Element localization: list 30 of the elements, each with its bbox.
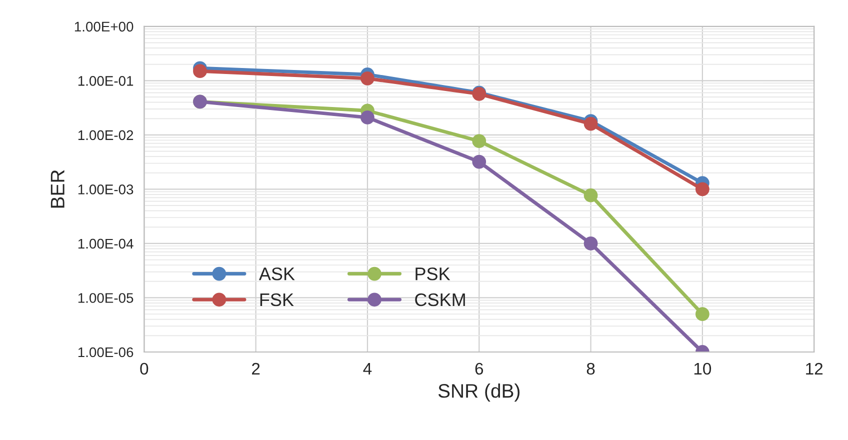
point xyxy=(193,64,207,78)
point xyxy=(360,71,374,86)
legend-label: ASK xyxy=(258,267,295,280)
legend-label: FSK xyxy=(260,293,294,306)
y-tick-label: 1.00E+00 xyxy=(74,22,134,32)
x-axis-title: SNR (dB) xyxy=(438,384,520,402)
y-tick-label: 1.00E-05 xyxy=(78,293,134,303)
y-tick-label: 1.00E-02 xyxy=(78,130,134,140)
point xyxy=(360,110,374,124)
y-axis-title: BER xyxy=(50,170,64,208)
point xyxy=(584,116,598,131)
x-tick-label: 12 xyxy=(806,362,823,374)
x-tick-label: 8 xyxy=(586,362,595,375)
point xyxy=(472,134,486,148)
point xyxy=(472,154,486,169)
x-tick-label: 10 xyxy=(694,362,712,375)
point xyxy=(695,307,710,322)
y-tick-label: 1.00E-06 xyxy=(78,347,134,358)
point xyxy=(584,188,598,202)
y-tick-label: 1.00E-03 xyxy=(78,184,134,194)
y-tick-label: 1.00E-01 xyxy=(78,76,134,86)
legend-label: CSKM xyxy=(415,293,465,306)
point xyxy=(584,236,598,250)
x-tick-label: 4 xyxy=(363,363,372,374)
legend-label: PSK xyxy=(416,267,450,280)
y-tick-label: 1.00E-04 xyxy=(78,238,134,249)
x-tick-label: 2 xyxy=(252,362,260,374)
x-tick-label: 6 xyxy=(475,362,484,375)
point xyxy=(695,182,710,196)
x-tick-label: 0 xyxy=(140,362,148,375)
